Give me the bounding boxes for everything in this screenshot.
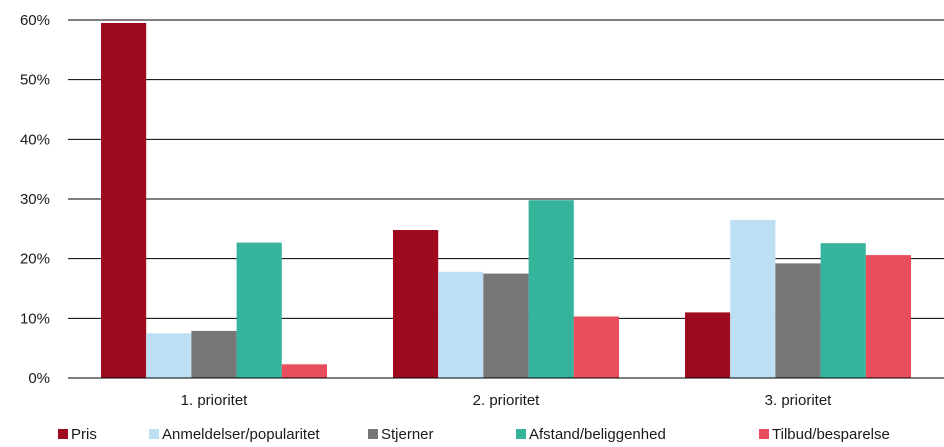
- bar: [685, 312, 731, 378]
- legend-item: Pris: [58, 426, 97, 443]
- legend-swatch: [759, 429, 769, 439]
- legend-label: Stjerner: [381, 426, 434, 443]
- bar: [573, 316, 619, 378]
- legend-label: Tilbud/besparelse: [772, 426, 890, 443]
- x-tick-label: 3. prioritet: [765, 392, 833, 409]
- bar: [865, 255, 911, 378]
- bar: [236, 242, 282, 378]
- y-tick-label: 60%: [20, 12, 50, 29]
- legend-item: Anmeldelser/popularitet: [149, 426, 320, 443]
- bar: [281, 364, 327, 378]
- y-tick-label: 20%: [20, 251, 50, 268]
- x-tick-label: 2. prioritet: [473, 392, 541, 409]
- bar: [146, 333, 192, 379]
- legend-label: Anmeldelser/popularitet: [162, 426, 320, 443]
- bar-chart: 0% 10% 20% 30% 40% 50% 60% 1. prioritet 2. prior…: [20, 12, 944, 409]
- bar: [438, 271, 484, 378]
- bar: [393, 230, 439, 378]
- bar: [775, 263, 821, 378]
- x-tick-label: 1. prioritet: [181, 392, 249, 409]
- y-tick-label: 40%: [20, 131, 50, 148]
- y-tick-label: 50%: [20, 72, 50, 89]
- legend-label: Afstand/beliggenhed: [529, 426, 666, 443]
- legend-item: Stjerner: [368, 426, 434, 443]
- legend-item: Afstand/beliggenhed: [516, 426, 666, 443]
- y-tick-label: 30%: [20, 191, 50, 208]
- bar: [101, 23, 147, 378]
- legend-label: Pris: [71, 426, 97, 443]
- bar: [820, 243, 866, 378]
- bar: [483, 273, 529, 378]
- legend: Pris Anmeldelser/popularitet Stjerner Afsta…: [0, 426, 944, 446]
- legend-swatch: [516, 429, 526, 439]
- y-tick-label: 10%: [20, 310, 50, 327]
- bar: [730, 219, 776, 378]
- legend-swatch: [149, 429, 159, 439]
- y-tick-label: 0%: [28, 370, 50, 387]
- legend-swatch: [368, 429, 378, 439]
- legend-item: Tilbud/besparelse: [759, 426, 890, 443]
- legend-swatch: [58, 429, 68, 439]
- bar: [528, 200, 574, 378]
- bar: [191, 330, 237, 378]
